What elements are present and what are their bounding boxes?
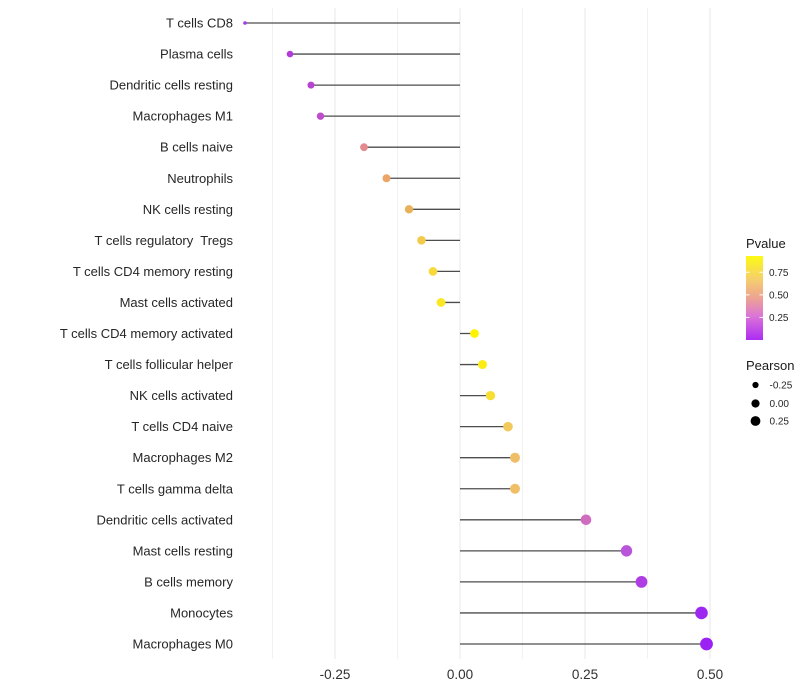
size-legend-label: 0.00 (770, 399, 790, 410)
y-axis-label: Macrophages M1 (133, 109, 233, 124)
y-axis-label: B cells naive (160, 140, 233, 155)
size-legend-label: 0.25 (770, 417, 790, 428)
y-axis-label: Plasma cells (160, 47, 233, 62)
point-dot (470, 329, 479, 338)
y-axis-label: T cells follicular helper (105, 357, 234, 372)
pearson-legend-title: Pearson (746, 358, 794, 373)
point-dot (503, 421, 513, 432)
x-axis-tick-label: 0.25 (572, 667, 598, 682)
y-axis-label: Monocytes (170, 605, 233, 620)
y-axis-label: Macrophages M2 (133, 450, 233, 465)
point-dot (243, 21, 247, 25)
point-dot (428, 267, 438, 276)
y-axis-label: Dendritic cells activated (96, 512, 233, 527)
x-axis-tick-label: 0.50 (697, 667, 723, 682)
size-legend-dot (752, 381, 759, 389)
y-axis-label: Neutrophils (167, 171, 233, 186)
point-dot (436, 298, 446, 307)
point-dot (510, 483, 520, 494)
y-axis-label: Macrophages M0 (133, 637, 233, 652)
y-axis-label: T cells regulatory Tregs (95, 233, 234, 248)
colorbar-tick-label: 0.50 (769, 290, 789, 301)
y-axis-label: T cells CD4 memory resting (73, 264, 233, 279)
colorbar-tick-label: 0.25 (769, 313, 789, 324)
size-legend-dot (750, 416, 761, 426)
y-axis-label: B cells memory (144, 574, 233, 589)
x-axis-tick-label: 0.00 (447, 667, 473, 682)
y-axis-label: NK cells activated (130, 388, 233, 403)
point-dot (478, 360, 487, 370)
point-dot (404, 205, 414, 214)
grid-layer (272, 8, 711, 659)
axis-layer: T cells CD8 Plasma cells Dendritic cells r… (60, 16, 723, 683)
x-axis-tick-label: -0.25 (320, 667, 351, 682)
y-axis-label: Dendritic cells resting (109, 78, 233, 93)
point-dot (695, 606, 708, 620)
point-dot (417, 236, 426, 245)
legend-panel: Pvalue Pearson 0.75 0.50 0.25 -0.25 0.00 0.25 (746, 236, 794, 428)
y-axis-label: Mast cells resting (133, 543, 233, 558)
pvalue-colorbar (746, 256, 763, 340)
size-legend-dot (751, 399, 760, 408)
point-dot (485, 390, 496, 401)
colorbar-tick-label: 0.75 (769, 268, 789, 279)
y-axis-label: Mast cells activated (120, 295, 233, 310)
point-dot (510, 452, 520, 463)
stem-layer (245, 22, 707, 645)
point-dot (635, 576, 648, 588)
y-axis-label: T cells gamma delta (117, 481, 234, 496)
point-dot (700, 637, 713, 651)
point-dot (580, 514, 592, 526)
y-axis-label: NK cells resting (143, 202, 233, 217)
pvalue-legend-title: Pvalue (746, 236, 786, 251)
y-axis-label: T cells CD4 memory activated (60, 326, 233, 341)
point-dot (286, 50, 294, 58)
y-axis-label: T cells CD8 (166, 16, 233, 31)
point-dot (620, 545, 633, 557)
size-legend-label: -0.25 (770, 381, 793, 392)
dot-layer (243, 21, 713, 651)
point-dot (360, 143, 368, 152)
point-dot (382, 174, 391, 183)
y-axis-label: T cells CD4 naive (131, 419, 233, 434)
point-dot (316, 112, 325, 120)
point-dot (307, 81, 315, 89)
